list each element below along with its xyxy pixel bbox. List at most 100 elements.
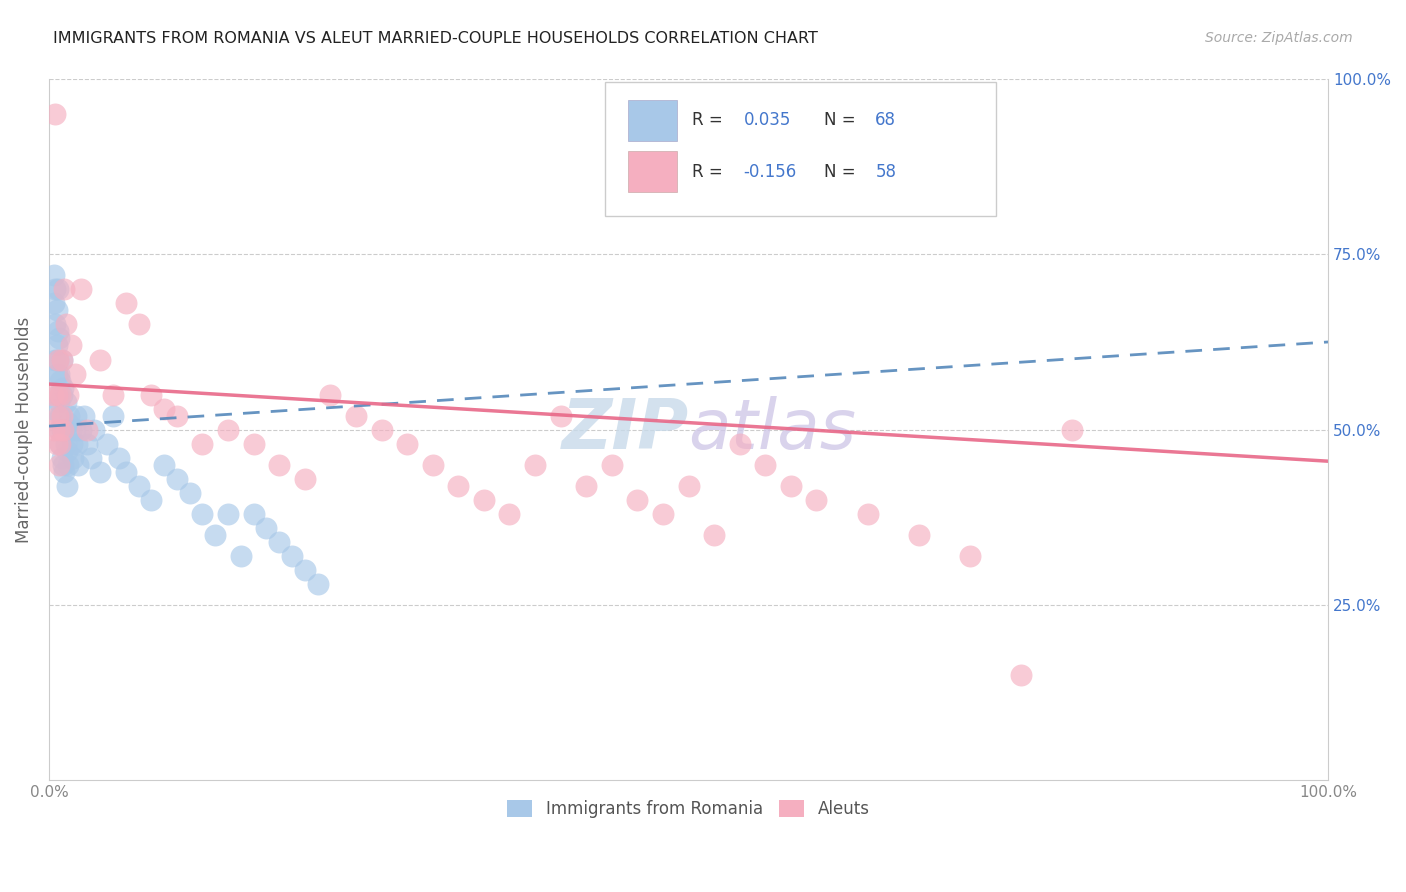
Text: 0.035: 0.035 — [744, 112, 792, 129]
Point — [1010, 668, 1032, 682]
Point — [907, 528, 929, 542]
Point — [55, 318, 77, 332]
Point — [48, 423, 70, 437]
Point — [49, 374, 72, 388]
Point — [242, 436, 264, 450]
FancyBboxPatch shape — [606, 82, 995, 216]
Point — [44, 352, 66, 367]
Point — [191, 507, 214, 521]
Point — [153, 401, 176, 416]
Point — [191, 436, 214, 450]
Point — [52, 423, 75, 437]
Point — [269, 458, 291, 472]
Point — [55, 394, 77, 409]
Point — [52, 380, 75, 394]
Point — [49, 436, 72, 450]
Point — [42, 268, 65, 283]
Point — [114, 296, 136, 310]
Text: -0.156: -0.156 — [744, 162, 797, 180]
Point — [46, 387, 69, 401]
Text: 58: 58 — [876, 162, 896, 180]
Point — [65, 409, 87, 423]
Text: Source: ZipAtlas.com: Source: ZipAtlas.com — [1205, 31, 1353, 45]
Point — [70, 282, 93, 296]
Point — [524, 458, 547, 472]
Point — [53, 465, 76, 479]
Point — [46, 282, 69, 296]
Point — [72, 409, 94, 423]
Point — [319, 387, 342, 401]
Point — [575, 479, 598, 493]
Point — [101, 387, 124, 401]
Point — [89, 465, 111, 479]
Point — [44, 318, 66, 332]
Point — [48, 394, 70, 409]
Point — [63, 367, 86, 381]
Point — [166, 472, 188, 486]
Point — [83, 423, 105, 437]
Point — [42, 296, 65, 310]
Point — [53, 423, 76, 437]
Point — [703, 528, 725, 542]
Point — [600, 458, 623, 472]
Point — [63, 423, 86, 437]
Point — [959, 549, 981, 563]
Point — [550, 409, 572, 423]
Point — [179, 485, 201, 500]
Point — [52, 458, 75, 472]
Point — [56, 387, 79, 401]
Point — [498, 507, 520, 521]
Text: N =: N = — [824, 112, 860, 129]
Point — [51, 352, 73, 367]
Point — [141, 387, 163, 401]
Point — [45, 436, 67, 450]
Point — [67, 458, 90, 472]
Point — [652, 507, 675, 521]
Point — [101, 409, 124, 423]
Point — [204, 528, 226, 542]
Text: 68: 68 — [876, 112, 896, 129]
Point — [46, 325, 69, 339]
Point — [45, 338, 67, 352]
Point — [62, 450, 84, 465]
Point — [76, 436, 98, 450]
Point — [114, 465, 136, 479]
Point — [56, 479, 79, 493]
Point — [780, 479, 803, 493]
Y-axis label: Married-couple Households: Married-couple Households — [15, 317, 32, 542]
Point — [166, 409, 188, 423]
Point — [45, 387, 67, 401]
Point — [44, 107, 66, 121]
Point — [53, 282, 76, 296]
Point — [294, 563, 316, 577]
Point — [447, 479, 470, 493]
Point — [626, 492, 648, 507]
Point — [59, 338, 82, 352]
Point — [370, 423, 392, 437]
Point — [49, 387, 72, 401]
Point — [51, 423, 73, 437]
Point — [141, 492, 163, 507]
Text: IMMIGRANTS FROM ROMANIA VS ALEUT MARRIED-COUPLE HOUSEHOLDS CORRELATION CHART: IMMIGRANTS FROM ROMANIA VS ALEUT MARRIED… — [53, 31, 818, 46]
Point — [58, 409, 80, 423]
FancyBboxPatch shape — [628, 100, 678, 141]
Point — [806, 492, 828, 507]
Point — [49, 436, 72, 450]
Point — [70, 423, 93, 437]
Point — [45, 303, 67, 318]
Text: R =: R = — [692, 162, 728, 180]
Point — [48, 367, 70, 381]
Point — [48, 458, 70, 472]
Point — [254, 521, 277, 535]
Point — [108, 450, 131, 465]
Point — [96, 436, 118, 450]
Point — [42, 423, 65, 437]
Point — [45, 367, 67, 381]
Point — [56, 416, 79, 430]
Point — [60, 436, 83, 450]
Point — [856, 507, 879, 521]
Point — [307, 577, 329, 591]
Point — [56, 458, 79, 472]
Point — [42, 387, 65, 401]
Legend: Immigrants from Romania, Aleuts: Immigrants from Romania, Aleuts — [501, 793, 876, 824]
